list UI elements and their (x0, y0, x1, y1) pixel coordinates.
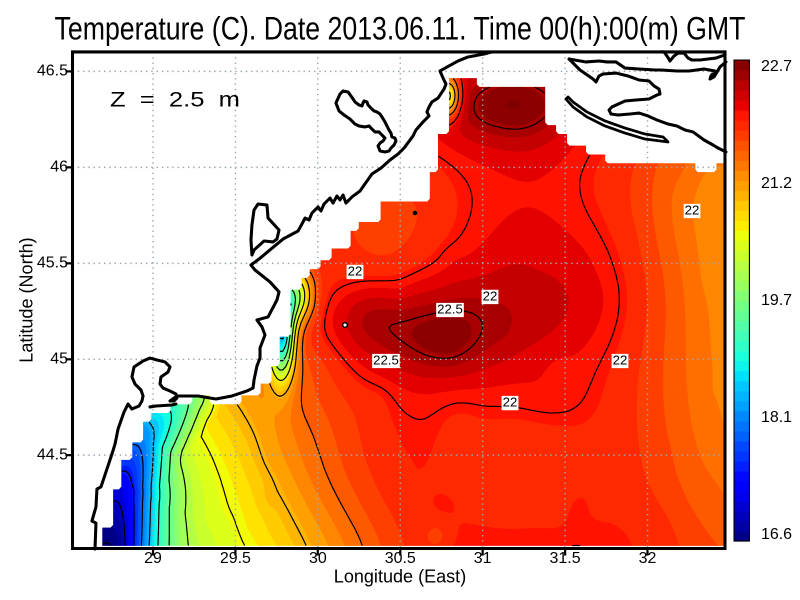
svg-text:19.7: 19.7 (761, 292, 792, 309)
svg-text:29.5: 29.5 (220, 550, 251, 567)
svg-text:45.5: 45.5 (37, 254, 68, 271)
svg-text:30.5: 30.5 (385, 550, 416, 567)
svg-text:30: 30 (309, 550, 327, 567)
svg-text:31: 31 (474, 550, 492, 567)
svg-text:22: 22 (503, 394, 518, 409)
svg-text:21.2: 21.2 (761, 175, 792, 192)
svg-text:32: 32 (639, 550, 657, 567)
svg-text:Latitude (North): Latitude (North) (17, 237, 37, 362)
svg-text:22: 22 (483, 288, 498, 303)
svg-text:Z = 2.5 m: Z = 2.5 m (110, 88, 240, 111)
svg-text:16.6: 16.6 (761, 526, 792, 543)
svg-text:22.5: 22.5 (437, 301, 463, 316)
svg-text:46: 46 (50, 158, 68, 175)
svg-text:Temperature (C). Date 2013.06.: Temperature (C). Date 2013.06.11. Time 0… (55, 10, 746, 46)
svg-text:22: 22 (348, 263, 363, 278)
svg-text:31.5: 31.5 (550, 550, 581, 567)
svg-text:Longitude (East): Longitude (East) (334, 567, 466, 587)
svg-text:22: 22 (685, 202, 700, 217)
svg-text:22: 22 (613, 352, 628, 367)
svg-text:29: 29 (144, 550, 162, 567)
svg-text:46.5: 46.5 (37, 63, 68, 80)
svg-text:45: 45 (50, 350, 68, 367)
svg-text:44.5: 44.5 (37, 446, 68, 463)
svg-text:22.5: 22.5 (373, 352, 399, 367)
svg-text:22.7: 22.7 (761, 58, 792, 75)
svg-text:18.1: 18.1 (761, 409, 792, 426)
